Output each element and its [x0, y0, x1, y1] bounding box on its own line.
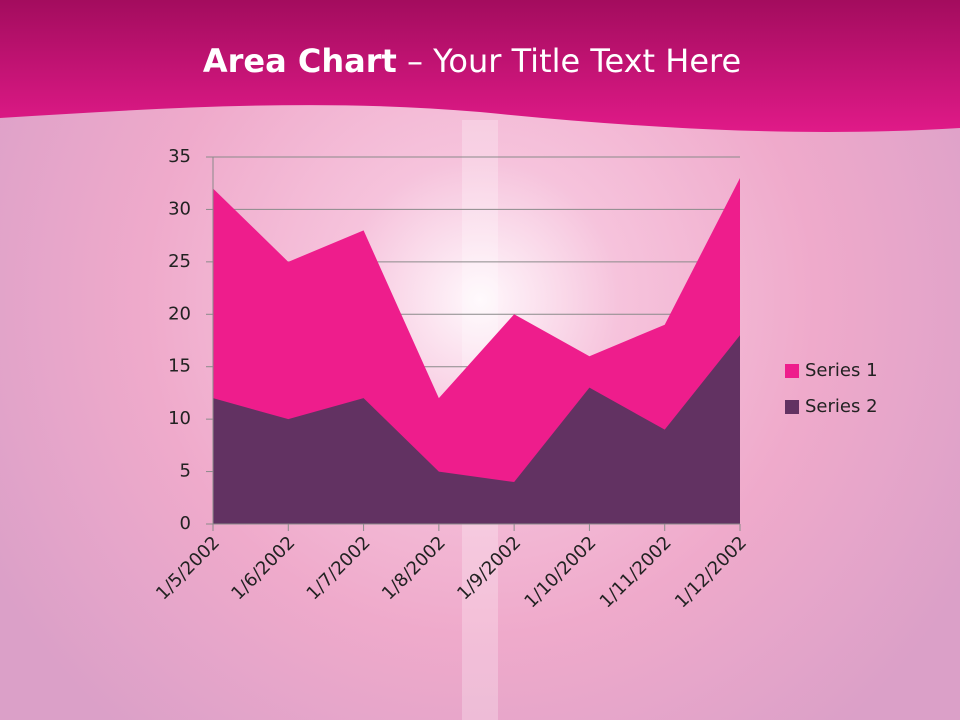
- header-band: [0, 0, 960, 133]
- legend-label: Series 1: [805, 360, 878, 381]
- title-rest: – Your Title Text Here: [407, 42, 741, 80]
- y-tick-label: 35: [168, 146, 191, 167]
- legend-swatch: [785, 400, 799, 414]
- y-tick-label: 15: [168, 356, 191, 377]
- y-tick-label: 30: [168, 198, 191, 219]
- y-tick-label: 10: [168, 408, 191, 429]
- slide-title: Area Chart – Your Title Text Here: [203, 42, 741, 80]
- title-rest: [397, 42, 407, 80]
- y-tick-label: 25: [168, 251, 191, 272]
- title-bold: Area Chart: [203, 42, 397, 80]
- legend-swatch: [785, 364, 799, 378]
- area: [213, 335, 740, 524]
- y-tick-label: 20: [168, 303, 191, 324]
- y-tick-label: 5: [180, 461, 191, 482]
- y-tick-label: 0: [180, 513, 191, 534]
- legend-label: Series 2: [805, 396, 878, 417]
